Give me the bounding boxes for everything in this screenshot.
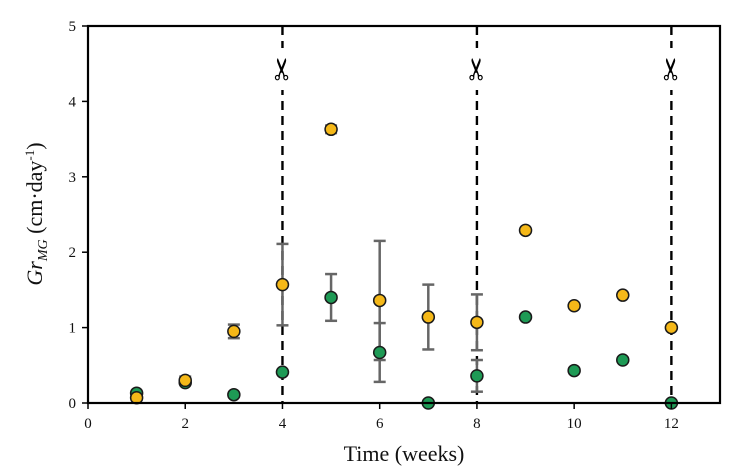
y-tick-label: 1 [69, 321, 77, 337]
x-tick-label: 0 [84, 416, 92, 432]
data-points [129, 122, 679, 410]
y-axis-title: GrMG (cm·day-1) [22, 142, 51, 285]
data-point-green [470, 369, 484, 383]
data-point-green [372, 345, 387, 360]
error-bars [179, 124, 483, 393]
data-point-yellow [518, 223, 533, 238]
scissors-icon: ✂ [265, 56, 300, 81]
y-axis-title-main: Gr [22, 261, 47, 286]
y-tick-label: 4 [69, 94, 77, 110]
y-axis-title-close: ) [22, 142, 47, 149]
y-tick-label: 3 [69, 170, 77, 186]
y-tick-label: 2 [69, 245, 77, 261]
x-tick-label: 4 [279, 416, 287, 432]
cut-lines: ✂ ✂ ✂ [265, 26, 689, 403]
data-point-green [275, 365, 290, 379]
data-point-yellow [567, 298, 581, 313]
data-point-yellow [421, 310, 436, 324]
data-point-green [227, 387, 241, 402]
data-point-yellow [372, 293, 387, 308]
data-point-yellow [616, 288, 630, 302]
x-axis-title: Time (weeks) [344, 441, 465, 466]
data-point-green [567, 363, 581, 378]
y-tick-label: 5 [69, 19, 77, 35]
data-point-yellow [178, 373, 192, 388]
scissors-icon-backdrop [657, 48, 686, 90]
y-axis-title-unit: (cm·day [22, 161, 47, 240]
data-point-yellow [227, 324, 241, 339]
x-tick-label: 6 [376, 416, 384, 432]
data-point-yellow [324, 122, 338, 137]
scissors-icon: ✂ [654, 56, 689, 81]
data-point-yellow [470, 315, 484, 330]
x-tick-label: 10 [567, 416, 582, 432]
data-point-green [324, 290, 338, 305]
data-point-yellow [275, 277, 290, 292]
y-axis-title-exp: -1 [22, 150, 37, 161]
data-point-green [616, 353, 630, 367]
y-axis-title-sub: MG [36, 239, 51, 262]
y-tick-label: 0 [69, 396, 77, 412]
scissors-icon-backdrop [268, 48, 297, 90]
x-tick-label: 8 [473, 416, 481, 432]
plot-frame [86, 24, 722, 405]
data-point-yellow [664, 320, 679, 335]
scissors-icon: ✂ [460, 56, 495, 81]
x-tick-label: 12 [664, 416, 679, 432]
data-point-green [518, 310, 533, 324]
x-tick-label: 2 [181, 416, 189, 432]
scissors-icon-backdrop [462, 48, 491, 90]
